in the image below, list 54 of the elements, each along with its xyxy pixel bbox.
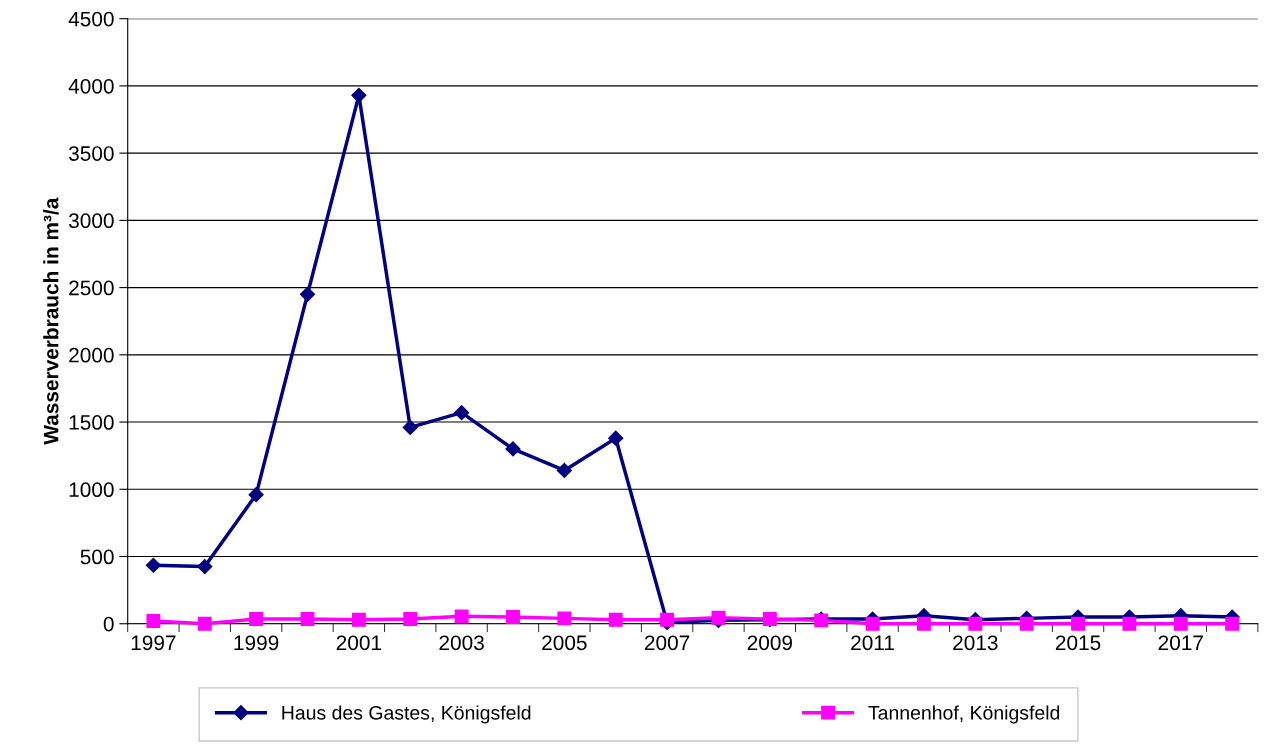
point (557, 611, 572, 626)
point (403, 612, 418, 626)
point (556, 462, 572, 479)
point (248, 487, 264, 503)
point (506, 610, 520, 624)
y-tick-label: 500 (80, 549, 114, 565)
point (505, 441, 521, 457)
point (402, 419, 418, 436)
point (711, 610, 726, 625)
point (608, 612, 623, 627)
y-tick-label: 4000 (68, 78, 114, 94)
point (1225, 616, 1240, 631)
y-tick-label: 1000 (69, 482, 114, 498)
legend-label: Tannenhof, Königsfeld (868, 705, 1060, 724)
point (968, 616, 983, 631)
point (454, 609, 469, 624)
x-tick-label: 2015 (1055, 635, 1101, 651)
x-tick-label: 1999 (234, 635, 279, 651)
point (660, 612, 675, 627)
y-tick-label: 2000 (69, 347, 114, 363)
x-tick-label: 2013 (953, 635, 998, 651)
y-tick-label: 0 (103, 616, 114, 632)
x-tick-label: 2011 (851, 635, 894, 651)
x-tick-label: 2009 (747, 635, 793, 651)
y-tick-label: 4500 (68, 11, 114, 27)
point (1122, 616, 1137, 631)
point (197, 616, 212, 631)
point (351, 87, 367, 103)
point (1173, 616, 1188, 631)
y-tick-label: 1500 (69, 415, 114, 430)
y-axis-title: Wasserverbrauch in m³/a (43, 197, 59, 445)
point (299, 286, 316, 302)
point (351, 612, 366, 627)
legend-label: Haus des Gastes, Königsfeld (282, 705, 531, 724)
point (865, 616, 880, 631)
x-tick-label: 2017 (1158, 635, 1203, 651)
x-tick-label: 1997 (131, 635, 176, 651)
x-tick-label: 2005 (542, 635, 587, 651)
x-tick-label: 2003 (439, 635, 484, 651)
point (608, 430, 624, 446)
y-tick-label: 3000 (68, 213, 114, 229)
x-tick-label: 2001 (336, 635, 382, 651)
point (146, 614, 161, 629)
point (1019, 616, 1034, 631)
point (145, 557, 161, 573)
point (454, 405, 470, 421)
point (300, 612, 315, 626)
y-tick-label: 2500 (69, 280, 114, 296)
y-tick-label: 3500 (68, 146, 114, 161)
point (916, 616, 931, 631)
point (249, 612, 264, 626)
point (1071, 616, 1085, 631)
x-tick-label: 2007 (644, 635, 690, 651)
point (197, 559, 213, 575)
